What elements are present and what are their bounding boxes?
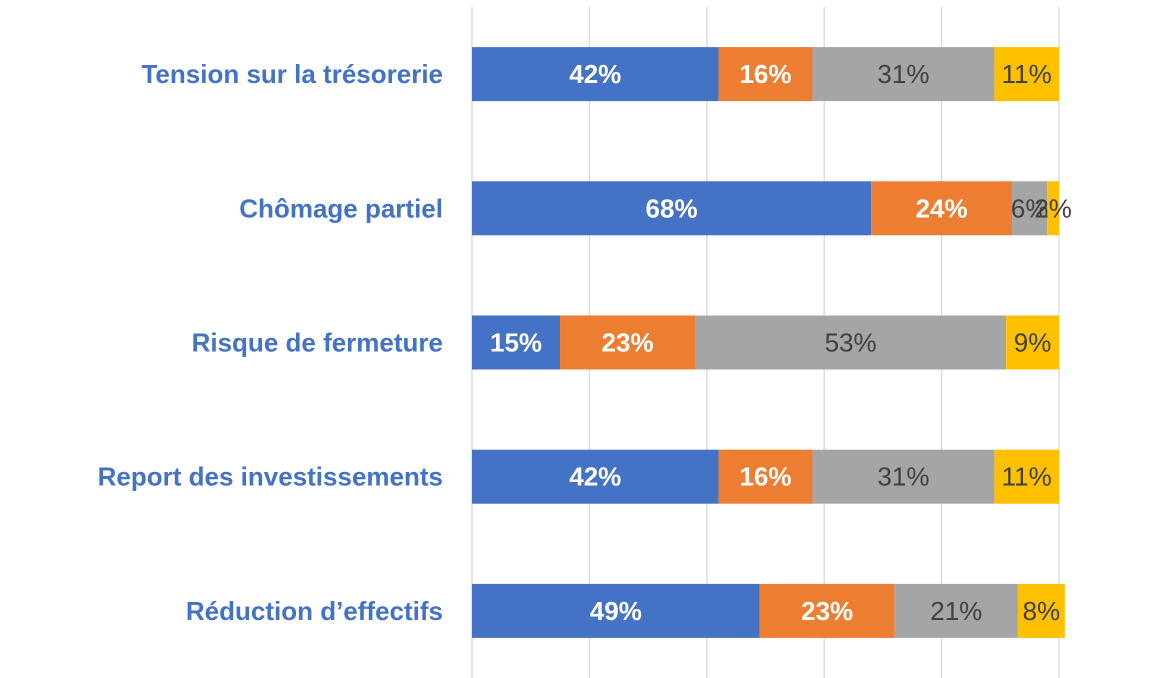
value-label: 42% — [569, 462, 621, 492]
bar-segment — [1047, 181, 1059, 236]
value-label: 31% — [877, 462, 929, 492]
bar-segment — [472, 315, 561, 370]
bar-segment — [1012, 181, 1048, 236]
value-label: 16% — [739, 59, 791, 89]
bar-segment — [894, 583, 1018, 638]
bar-segment — [718, 47, 813, 102]
category-label: Tension sur la trésorerie — [141, 59, 443, 89]
value-label: 6% — [1011, 193, 1049, 223]
value-label: 23% — [801, 596, 853, 626]
value-label: 68% — [646, 193, 698, 223]
value-label: 11% — [1002, 462, 1052, 492]
value-label: 2% — [1034, 193, 1072, 223]
bar-segment — [1017, 583, 1065, 638]
bar-segment — [994, 449, 1059, 504]
value-label: 42% — [569, 59, 621, 89]
value-label: 15% — [490, 328, 542, 358]
category-label: Report des investissements — [98, 462, 443, 492]
bar-segment — [472, 583, 760, 638]
bar-segment — [718, 449, 813, 504]
value-label: 31% — [877, 59, 929, 89]
value-label: 21% — [930, 596, 982, 626]
category-label: Réduction d’effectifs — [186, 596, 443, 626]
bar-segment — [871, 181, 1013, 236]
bar-segment — [472, 47, 719, 102]
value-label: 53% — [825, 328, 877, 358]
bar-segment — [994, 47, 1059, 102]
bar-segment — [1006, 315, 1059, 370]
value-label: 16% — [739, 462, 791, 492]
value-label: 9% — [1014, 328, 1052, 358]
bar-segment — [695, 315, 1007, 370]
value-label: 24% — [916, 193, 968, 223]
bar-segment — [560, 315, 696, 370]
value-label: 11% — [1002, 59, 1052, 89]
value-label: 49% — [590, 596, 642, 626]
value-label: 8% — [1023, 596, 1061, 626]
value-label: 23% — [602, 328, 654, 358]
bar-segment — [472, 449, 719, 504]
bar-segment — [472, 181, 872, 236]
category-label: Chômage partiel — [239, 193, 443, 223]
bar-segment — [812, 449, 995, 504]
bar-segment — [759, 583, 895, 638]
bar-segment — [812, 47, 995, 102]
category-label: Risque de fermeture — [192, 328, 443, 358]
